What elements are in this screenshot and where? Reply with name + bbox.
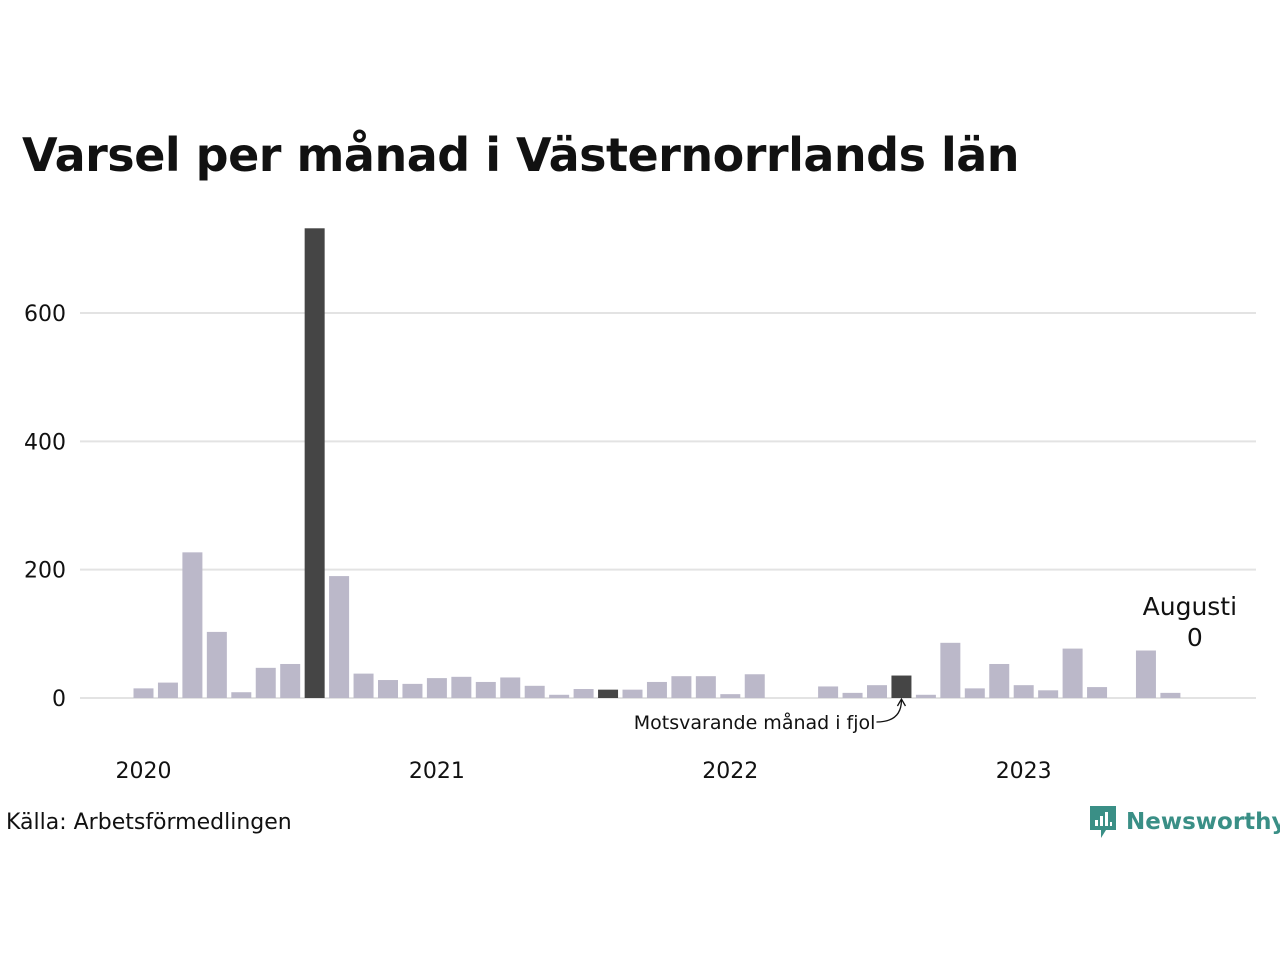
bar <box>451 676 472 698</box>
y-axis-ticks: 0 200 400 600 <box>24 302 66 712</box>
bar <box>1160 692 1181 698</box>
bar <box>500 677 521 698</box>
bar <box>1062 648 1083 698</box>
bar <box>915 694 936 698</box>
bar-highlight <box>891 675 912 698</box>
bar <box>720 694 741 698</box>
y-tick-label: 0 <box>52 687 66 712</box>
bar <box>231 692 252 698</box>
bar <box>622 689 643 698</box>
bars <box>133 228 1181 699</box>
bar <box>353 673 374 698</box>
bar <box>378 680 398 698</box>
newsworthy-icon <box>1090 806 1116 838</box>
bar <box>206 631 227 698</box>
bar <box>940 642 961 698</box>
y-tick-label: 400 <box>24 430 66 455</box>
bar <box>573 689 594 698</box>
bar <box>133 688 154 698</box>
bar <box>695 676 716 698</box>
bar <box>1135 650 1156 698</box>
bar <box>1038 690 1059 698</box>
y-tick-label: 200 <box>24 559 66 584</box>
annotation-arrowhead <box>896 697 907 707</box>
bar <box>989 663 1010 698</box>
chart-title: Varsel per månad i Västernorrlands län <box>22 128 1020 182</box>
x-tick-label: 2020 <box>116 759 172 784</box>
bar <box>744 674 765 698</box>
bar <box>280 663 301 698</box>
bar <box>329 576 350 698</box>
annotation-text: Motsvarande månad i fjol <box>634 711 876 734</box>
y-tick-label: 600 <box>24 302 66 327</box>
bar <box>402 683 423 698</box>
bar <box>475 681 496 698</box>
bar <box>646 681 667 698</box>
bar <box>524 685 545 698</box>
gridlines <box>80 312 1256 699</box>
bar-highlight <box>304 228 325 699</box>
x-tick-label: 2023 <box>996 759 1052 784</box>
bar <box>818 686 839 698</box>
bar <box>255 667 276 698</box>
brand-name: Newsworthy <box>1126 809 1280 835</box>
bar <box>867 685 887 698</box>
bar-highlight <box>598 689 619 698</box>
annotation-arrow <box>876 699 903 723</box>
bar <box>426 678 447 698</box>
x-tick-label: 2022 <box>702 759 758 784</box>
brand-logo: Newsworthy <box>1088 804 1280 840</box>
bar <box>182 552 203 698</box>
bar <box>964 688 985 698</box>
bar <box>671 676 692 698</box>
last-month-label: Augusti <box>1143 592 1237 621</box>
bar <box>1087 687 1108 698</box>
bar <box>549 694 570 698</box>
x-tick-label: 2021 <box>409 759 465 784</box>
last-value-label: 0 <box>1187 623 1203 652</box>
bar <box>842 692 863 698</box>
x-axis-ticks: 2020 2021 2022 2023 <box>116 759 1052 784</box>
bar <box>157 682 178 698</box>
source-note: Källa: Arbetsförmedlingen <box>6 810 292 835</box>
bar <box>1013 685 1034 698</box>
